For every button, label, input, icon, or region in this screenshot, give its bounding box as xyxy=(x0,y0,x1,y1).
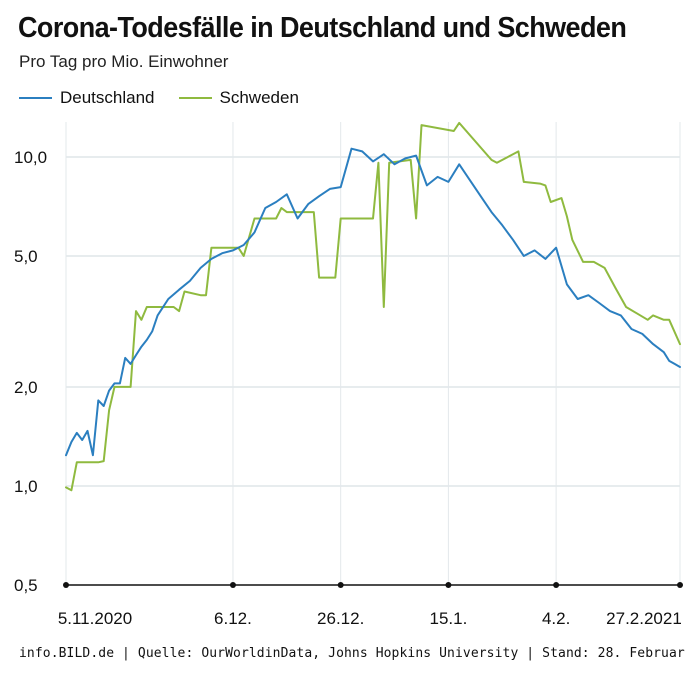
legend-swatch-schweden xyxy=(178,97,212,99)
y-tick-label: 0,5 xyxy=(14,576,38,595)
y-tick-label: 5,0 xyxy=(14,247,38,266)
legend: Deutschland Schweden xyxy=(19,88,323,108)
chart-title: Corona-Todesfälle in Deutschland und Sch… xyxy=(18,12,627,44)
legend-swatch-deutschland xyxy=(19,97,52,99)
x-tick-dot xyxy=(229,582,236,588)
series-line-deutschland xyxy=(65,147,681,457)
x-tick-dot xyxy=(677,582,683,588)
x-tick-label: 27.2.2021 xyxy=(606,609,682,628)
y-tick-label: 10,0 xyxy=(14,148,47,167)
x-tick-dot xyxy=(445,582,452,588)
legend-label-deutschland: Deutschland xyxy=(60,88,155,107)
x-tick-label: 26.12. xyxy=(317,609,364,628)
y-tick-label: 2,0 xyxy=(14,378,38,397)
y-tick-label: 1,0 xyxy=(14,477,38,496)
x-tick-label: 5.11.2020 xyxy=(58,609,132,628)
x-tick-dot xyxy=(337,582,344,588)
x-tick-label: 6.12. xyxy=(214,609,252,628)
x-tick-label: 15.1. xyxy=(429,609,467,628)
x-tick-dot xyxy=(63,582,69,588)
legend-item-schweden: Schweden xyxy=(178,88,299,108)
legend-item-deutschland: Deutschland xyxy=(19,88,155,108)
chart-subtitle: Pro Tag pro Mio. Einwohner xyxy=(19,52,229,71)
series-line-schweden xyxy=(65,121,681,492)
x-tick-label: 4.2. xyxy=(542,609,570,628)
source-note: info.BILD.de | Quelle: OurWorldinData, J… xyxy=(19,646,685,661)
x-tick-dot xyxy=(553,582,560,588)
legend-label-schweden: Schweden xyxy=(219,88,299,107)
